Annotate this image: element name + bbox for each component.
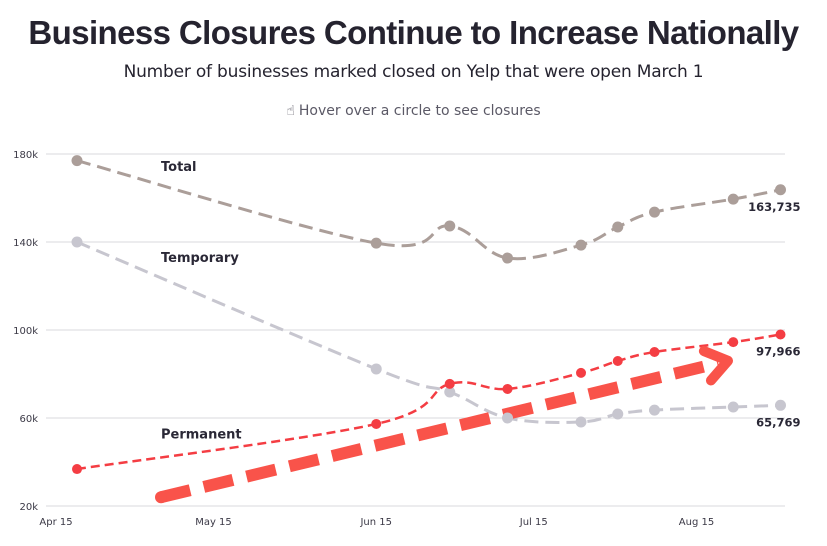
trend-arrow-shaft: [159, 357, 720, 504]
data-point-total[interactable]: [775, 184, 786, 196]
data-point-permanent[interactable]: [371, 418, 382, 429]
trend-arrow-head: [698, 346, 733, 386]
data-point-permanent[interactable]: [72, 464, 82, 475]
y-tick-label: 180k: [13, 150, 38, 161]
x-tick-label: Jun 15: [359, 517, 392, 528]
trend-arrow-tail: [155, 491, 167, 504]
data-point-permanent[interactable]: [728, 337, 739, 348]
series-label-total: Total: [161, 160, 197, 175]
data-point-total[interactable]: [649, 206, 660, 218]
x-tick-label: May 15: [195, 517, 232, 528]
data-point-permanent[interactable]: [444, 378, 455, 389]
series-lines: [76, 159, 781, 471]
hover-hint-text: Hover over a circle to see closures: [298, 103, 541, 119]
series-label-permanent: Permanent: [161, 427, 242, 442]
y-tick-label: 20k: [19, 502, 38, 513]
series-line-permanent: [76, 333, 781, 471]
y-tick-label: 100k: [13, 326, 38, 337]
end-value-label-temporary: 65,769: [756, 415, 800, 429]
series-labels: Total 163,735 Temporary 65,769 Permanent 97,9…: [161, 160, 801, 442]
data-point-permanent[interactable]: [649, 347, 660, 357]
chart-subtitle: Number of businesses marked closed on Ye…: [123, 62, 704, 82]
data-point-temporary[interactable]: [71, 236, 83, 248]
hover-hint: ☝ Hover over a circle to see closures: [0, 103, 827, 119]
end-value-label-total: 163,735: [748, 200, 800, 214]
trend-arrow: [155, 346, 733, 504]
data-point-permanent[interactable]: [612, 356, 623, 367]
chart-title: Business Closures Continue to Increase N…: [28, 14, 799, 51]
data-point-temporary[interactable]: [370, 363, 382, 375]
x-axis: Apr 15 May 15 Jun 15 Jul 15 Aug 15: [39, 517, 714, 528]
data-point-total[interactable]: [71, 155, 83, 167]
y-axis: 20k 60k 100k 140k 180k: [13, 150, 38, 513]
data-point-temporary[interactable]: [649, 404, 660, 416]
grid-lines: [46, 153, 785, 507]
y-tick-label: 140k: [13, 238, 38, 249]
end-value-label-permanent: 97,966: [756, 344, 800, 358]
data-point-total[interactable]: [727, 193, 739, 205]
data-point-temporary[interactable]: [775, 399, 786, 411]
x-tick-label: Jul 15: [519, 517, 548, 528]
pointing-hand-icon: ☝: [286, 103, 295, 119]
data-point-temporary[interactable]: [444, 386, 456, 398]
x-tick-label: Apr 15: [39, 517, 72, 528]
data-point-total[interactable]: [575, 239, 587, 251]
data-point-temporary[interactable]: [727, 401, 739, 413]
data-point-permanent[interactable]: [502, 383, 513, 394]
data-point-total[interactable]: [444, 220, 456, 232]
series-label-temporary: Temporary: [161, 251, 239, 266]
data-point-temporary[interactable]: [612, 408, 624, 420]
data-point-total[interactable]: [612, 221, 624, 233]
data-point-permanent[interactable]: [775, 329, 786, 340]
data-point-temporary[interactable]: [575, 416, 587, 428]
series-points: [71, 155, 786, 475]
x-tick-label: Aug 15: [679, 517, 714, 528]
data-point-temporary[interactable]: [502, 412, 513, 424]
series-line-total: [76, 159, 781, 261]
data-point-permanent[interactable]: [576, 367, 586, 378]
data-point-total[interactable]: [370, 237, 382, 249]
y-tick-label: 60k: [19, 414, 38, 425]
data-point-total[interactable]: [502, 252, 513, 264]
series-line-temporary: [76, 240, 781, 424]
